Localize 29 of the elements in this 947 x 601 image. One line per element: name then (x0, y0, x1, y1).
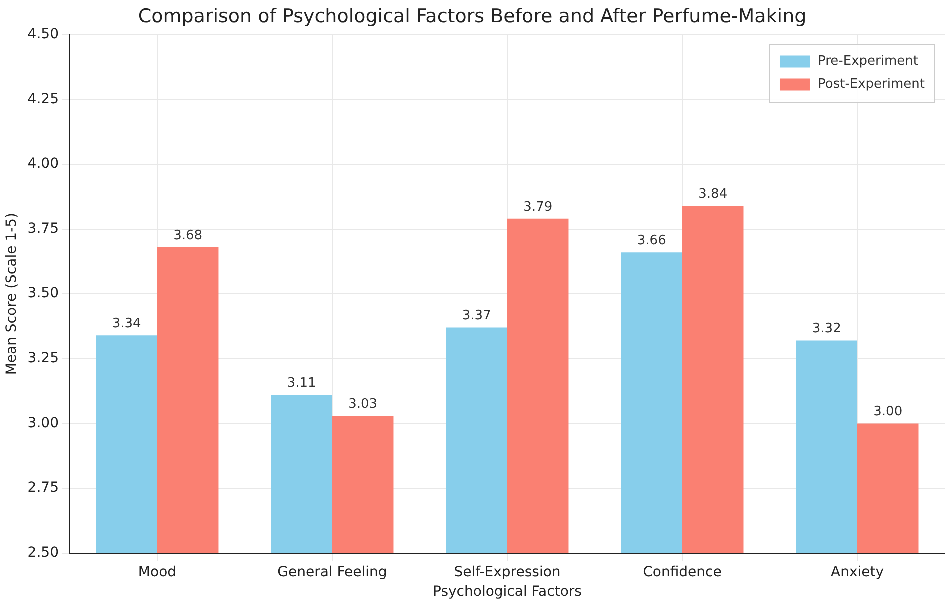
x-axis-title: Psychological Factors (433, 584, 582, 600)
y-tick-label: 2.50 (28, 545, 59, 562)
y-tick-label: 3.25 (28, 350, 59, 367)
chart-title: Comparison of Psychological Factors Before and After Perfume-Making (138, 5, 807, 28)
x-tick-label: General Feeling (278, 564, 388, 580)
data-label: 3.11 (287, 376, 316, 392)
data-label: 3.03 (348, 396, 378, 412)
y-tick-label: 3.00 (28, 415, 59, 432)
y-tick-label: 3.50 (28, 286, 59, 302)
y-tick-label: 2.75 (28, 480, 59, 496)
data-label: 3.79 (524, 200, 553, 215)
y-tick-label: 4.00 (28, 156, 59, 172)
legend-label: Pre-Experiment (818, 54, 918, 70)
data-label: 3.34 (112, 316, 142, 332)
y-axis-title: Mean Score (Scale 1-5) (4, 213, 20, 376)
legend-label: Post-Experiment (818, 77, 926, 92)
y-tick-label: 4.25 (28, 91, 59, 108)
x-tick-label: Mood (138, 564, 177, 580)
data-label: 3.32 (812, 322, 842, 337)
x-tick-label: Confidence (643, 564, 722, 580)
y-tick-label: 4.50 (28, 26, 59, 42)
x-tick-label: Self-Expression (454, 564, 561, 580)
data-label: 3.37 (462, 308, 492, 324)
y-tick-label: 3.75 (28, 220, 59, 237)
x-tick-label: Anxiety (830, 564, 884, 580)
data-label: 3.84 (698, 186, 728, 202)
data-label: 3.66 (637, 233, 666, 248)
data-label: 3.68 (174, 228, 203, 244)
data-label: 3.00 (874, 404, 903, 420)
